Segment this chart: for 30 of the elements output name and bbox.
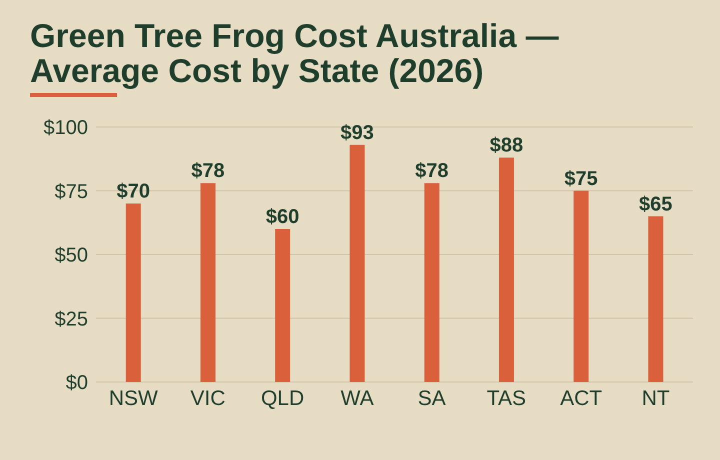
data-label: $78 (415, 160, 449, 182)
bar (200, 183, 216, 382)
x-tick-label: ACT (560, 386, 602, 410)
data-label: $78 (191, 160, 225, 182)
x-tick-label: TAS (486, 386, 526, 410)
data-label: $88 (490, 134, 524, 157)
bar (126, 204, 141, 382)
data-label: $93 (340, 122, 374, 144)
data-label: $60 (266, 206, 300, 228)
y-tick-label: $100 (44, 117, 88, 140)
bar (424, 183, 440, 382)
data-label: $65 (639, 193, 672, 216)
y-tick-label: $0 (66, 372, 88, 394)
y-tick-label: $50 (54, 244, 88, 267)
x-tick-label: VIC (190, 386, 226, 410)
x-tick-label: QLD (260, 386, 304, 410)
x-tick-label: SA (418, 386, 446, 410)
data-label: $75 (564, 168, 598, 190)
bar (275, 229, 290, 382)
y-tick-label: $75 (54, 180, 88, 203)
x-tick-label: NT (642, 386, 670, 410)
bar (648, 216, 664, 382)
y-tick-label: $25 (54, 308, 88, 330)
x-tick-label: WA (340, 386, 374, 410)
bar (498, 158, 514, 382)
bar (350, 144, 365, 382)
x-tick-label: NSW (108, 386, 158, 410)
bar (574, 190, 589, 382)
chart-title: Green Tree Frog Cost Australia — Average Cost by State (2026) (30, 17, 560, 89)
data-label: $70 (116, 180, 150, 202)
